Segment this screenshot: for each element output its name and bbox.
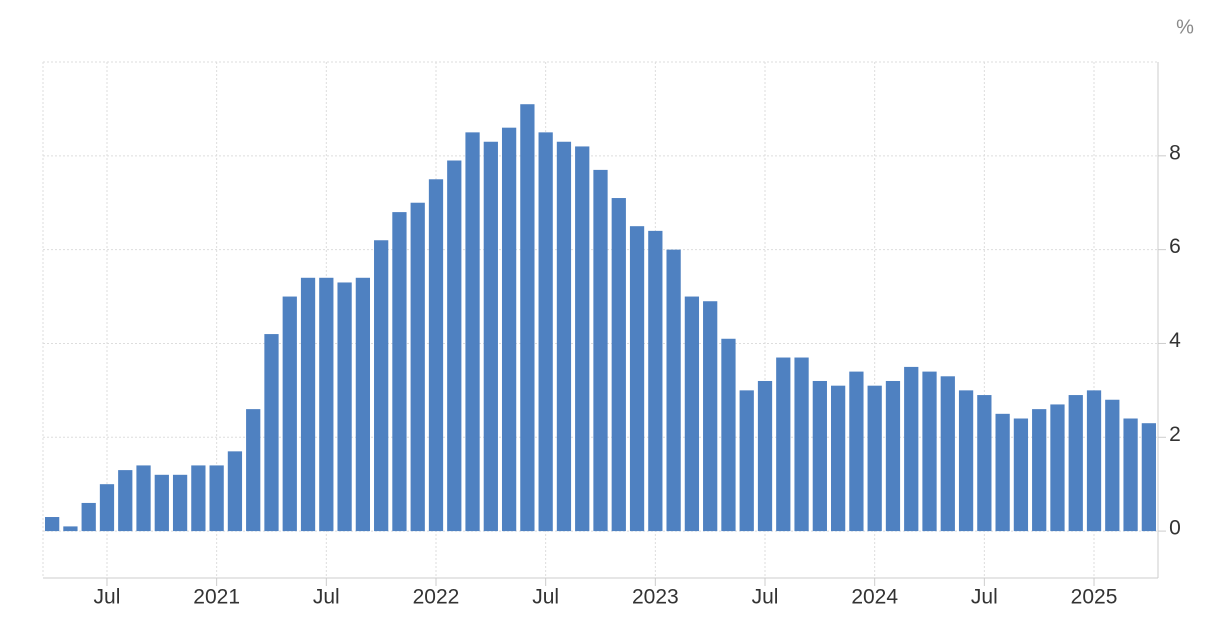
bar (428, 179, 444, 532)
bar (319, 277, 334, 532)
bar (684, 296, 700, 532)
bar (264, 334, 279, 532)
y-tick-label: 4 (1169, 329, 1181, 352)
bar (794, 357, 809, 532)
bar (282, 296, 297, 532)
bar (1086, 390, 1102, 532)
bar (703, 301, 718, 532)
bar (739, 390, 754, 532)
bar (556, 141, 572, 532)
bar (118, 470, 133, 532)
bar (611, 198, 626, 532)
x-tick-label: Jul (752, 586, 779, 609)
bar (940, 376, 955, 532)
bar (849, 371, 864, 532)
bar (1050, 404, 1065, 532)
bar (1013, 418, 1029, 532)
x-tick-label: Jul (971, 586, 998, 609)
bar (922, 371, 937, 532)
bar (1123, 418, 1138, 532)
bar (465, 132, 480, 532)
bar (501, 127, 517, 532)
bar (520, 104, 535, 532)
bar (410, 202, 425, 532)
bar (63, 526, 78, 532)
bar (355, 277, 371, 532)
bar (81, 502, 96, 532)
bar (392, 212, 407, 532)
bar (904, 366, 919, 532)
y-tick-label: 2 (1169, 423, 1181, 446)
bar (593, 169, 608, 532)
unit-label: % (1176, 16, 1194, 38)
bar (995, 413, 1010, 532)
bar (538, 132, 553, 532)
bar (227, 451, 243, 532)
bar (648, 230, 663, 532)
bar (99, 484, 115, 532)
bar (246, 409, 261, 532)
bar (1032, 409, 1047, 532)
bar (136, 465, 151, 532)
bar (977, 395, 992, 532)
bar (958, 390, 974, 532)
y-tick-label: 6 (1169, 235, 1181, 258)
bar (447, 160, 462, 532)
bar (209, 465, 224, 532)
bar (1105, 399, 1120, 532)
x-tick-label: Jul (313, 586, 340, 609)
bar (1141, 423, 1156, 532)
y-tick-label: 0 (1169, 517, 1181, 540)
bar (191, 465, 206, 532)
bar (45, 517, 60, 532)
bar (374, 240, 389, 532)
bar (172, 474, 188, 532)
bar (337, 282, 352, 532)
bar (867, 385, 882, 532)
x-tick-label: Jul (532, 586, 559, 609)
bar (721, 338, 736, 532)
bar (483, 141, 498, 532)
x-tick-label: 2024 (851, 586, 898, 609)
bar (830, 385, 846, 532)
bar (757, 380, 773, 532)
x-tick-label: 2025 (1071, 586, 1118, 609)
x-tick-label: 2022 (413, 586, 460, 609)
y-tick-label: 8 (1169, 141, 1181, 164)
bar (812, 380, 827, 532)
x-tick-label: 2021 (193, 586, 240, 609)
bar (885, 380, 901, 532)
bar (154, 474, 169, 532)
bar (629, 226, 645, 532)
x-tick-label: 2023 (632, 586, 679, 609)
x-tick-label: Jul (94, 586, 121, 609)
bar (666, 249, 681, 532)
bar (1068, 395, 1083, 532)
bar (776, 357, 791, 532)
bar (300, 277, 316, 532)
bar (575, 146, 590, 532)
